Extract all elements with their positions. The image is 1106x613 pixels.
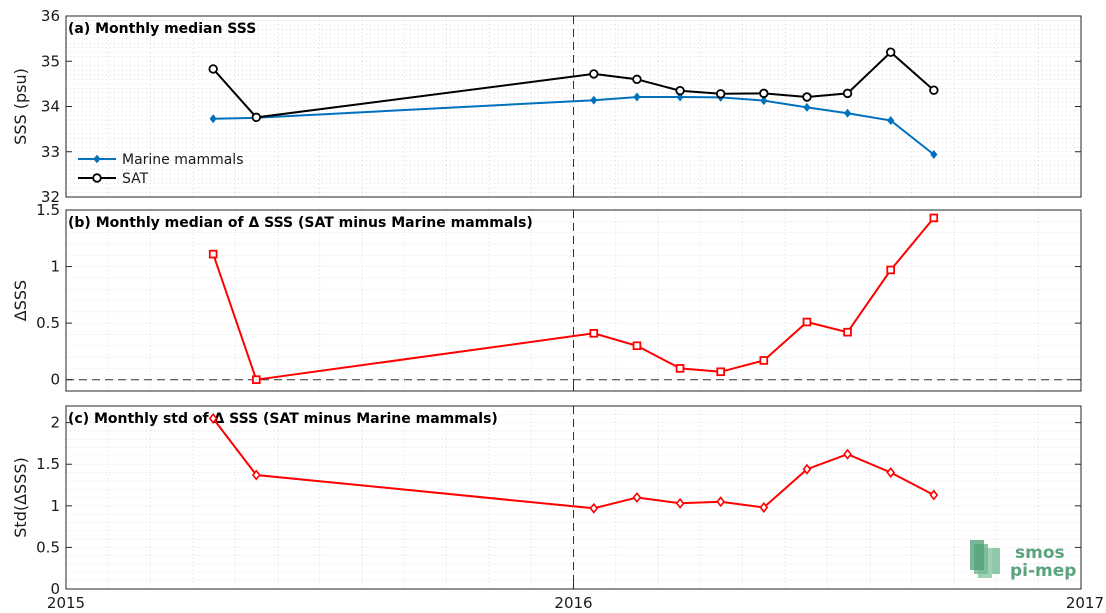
data-point (760, 96, 768, 106)
ytick-label: 0.5 (36, 314, 60, 332)
data-point (208, 412, 218, 424)
ytick-label: 1 (50, 497, 60, 515)
panel-title: (b) Monthly median of Δ SSS (SAT minus M… (68, 215, 533, 231)
ytick-label: 1 (50, 258, 60, 276)
data-point (209, 114, 217, 124)
ytick-label: 34 (41, 98, 60, 116)
data-point (929, 489, 939, 501)
data-point (803, 102, 811, 112)
data-point (929, 213, 939, 223)
legend: Marine mammals SAT (78, 152, 244, 187)
data-point (632, 341, 642, 351)
data-point (929, 85, 939, 95)
series-0 (208, 412, 939, 514)
data-point (715, 89, 726, 99)
data-point (675, 364, 685, 373)
ytick-label: 35 (41, 52, 60, 70)
data-point (885, 47, 896, 57)
logo-line1: smos (1015, 543, 1065, 563)
data-point (252, 375, 261, 384)
data-point (930, 149, 938, 159)
xtick-label: 2017 (1066, 594, 1104, 612)
data-point (590, 95, 598, 105)
data-point (843, 448, 852, 460)
data-point (887, 116, 895, 126)
grid (66, 405, 1081, 590)
data-point (802, 463, 812, 475)
legend-marker (93, 154, 101, 164)
xtick-label: 2016 (554, 594, 592, 612)
data-point (633, 92, 641, 102)
data-point (759, 356, 769, 365)
panel-a: 32 33 34 35 36 SSS (psu) (a) Monthly median SS… (11, 7, 1082, 206)
legend-marker (92, 173, 102, 183)
data-point (716, 496, 726, 508)
series-1 (208, 47, 939, 123)
data-point (759, 88, 769, 99)
panel-title: (a) Monthly median SSS (68, 21, 256, 37)
data-point (589, 69, 599, 79)
data-point (675, 85, 685, 96)
series-0 (208, 213, 939, 384)
panel-title: (c) Monthly std of Δ SSS (SAT minus Mari… (68, 411, 498, 427)
xtick-label: 2015 (47, 594, 85, 612)
data-point (716, 367, 725, 377)
data-point (886, 467, 896, 479)
data-point (251, 112, 262, 123)
panel-b: 0 0.5 1 1.5 ΔSSS (b) Monthly median of Δ SSS … (11, 201, 1082, 392)
ytick-label: 1.5 (36, 455, 60, 473)
data-point (886, 265, 895, 275)
data-point (843, 327, 852, 337)
legend-label: SAT (122, 171, 149, 187)
data-point (802, 317, 812, 327)
data-point (632, 74, 642, 85)
ytick-label: 36 (41, 7, 60, 25)
ytick-label: 0.5 (36, 538, 60, 556)
data-point (802, 92, 812, 102)
logo: smos pi-mep (970, 540, 1076, 581)
y-axis-label: Std(ΔSSS) (11, 457, 30, 537)
ytick-label: 2 (50, 414, 60, 432)
data-point (251, 469, 261, 481)
data-point (675, 497, 685, 509)
data-point (632, 492, 642, 503)
logo-mark-icon (970, 540, 1000, 578)
data-point (208, 249, 218, 259)
ytick-label: 32 (41, 188, 60, 206)
data-point (842, 88, 853, 99)
y-axis-label: ΔSSS (11, 280, 30, 321)
ytick-label: 0 (50, 580, 60, 598)
panel-c: 0 0.5 1 1.5 2 Std(ΔSSS) (c) Monthly std of Δ S… (11, 405, 1082, 598)
data-point (208, 64, 218, 74)
data-point (759, 502, 769, 513)
ytick-label: 33 (41, 143, 60, 161)
data-point (843, 108, 852, 118)
ytick-label: 1.5 (36, 201, 60, 219)
legend-label: Marine mammals (122, 152, 244, 168)
logo-line2: pi-mep (1010, 561, 1076, 581)
ytick-label: 0 (50, 371, 60, 389)
data-point (589, 502, 599, 514)
data-point (676, 92, 684, 102)
data-point (589, 329, 599, 338)
y-axis-label: SSS (psu) (11, 68, 30, 145)
